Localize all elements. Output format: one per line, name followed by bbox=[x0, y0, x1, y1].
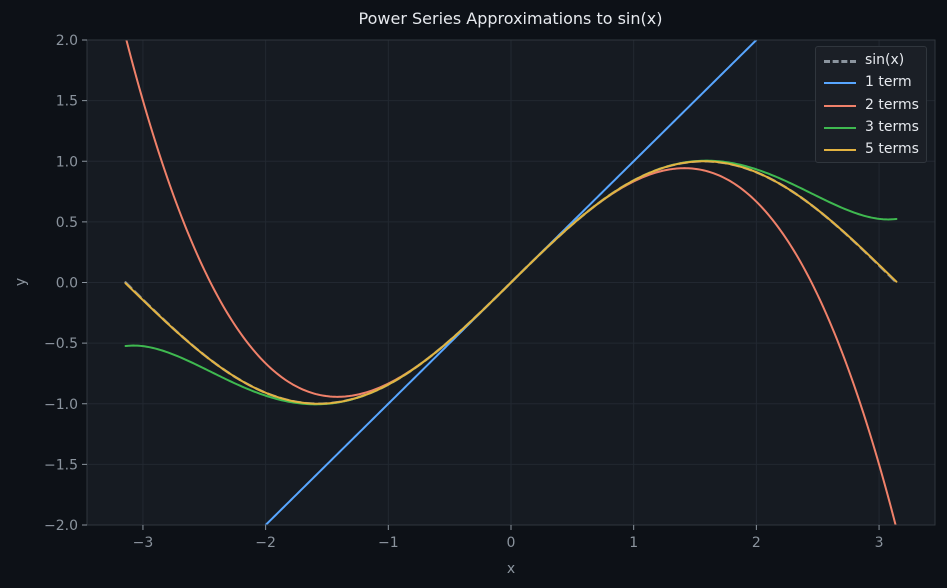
y-tick-label: 1.5 bbox=[56, 94, 78, 110]
legend-item-sin: sin(x) bbox=[816, 50, 926, 72]
line-swatch-icon bbox=[824, 82, 856, 84]
y-tick-label: 2.0 bbox=[56, 33, 78, 49]
series-line-5-terms bbox=[124, 160, 898, 405]
x-tick-label: 2 bbox=[752, 535, 761, 551]
x-tick-label: 3 bbox=[875, 535, 884, 551]
line-swatch-icon bbox=[824, 149, 856, 151]
legend-label: 2 terms bbox=[865, 97, 919, 113]
legend-label: 1 term bbox=[865, 74, 912, 90]
legend-item-3-terms: 3 terms bbox=[816, 117, 926, 139]
chart-title: Power Series Approximations to sin(x) bbox=[358, 9, 663, 28]
x-tick-label: 0 bbox=[507, 535, 516, 551]
y-tick-label: −1.0 bbox=[44, 397, 78, 413]
y-axis-label: y bbox=[13, 278, 29, 286]
line-swatch-icon bbox=[824, 105, 856, 107]
series-lines bbox=[124, 40, 898, 525]
y-tick-label: 0.5 bbox=[56, 215, 78, 231]
legend: sin(x) 1 term 2 terms 3 terms 5 terms bbox=[815, 46, 927, 163]
x-tick-label: −1 bbox=[378, 535, 399, 551]
x-axis-label: x bbox=[507, 561, 515, 577]
y-tick-label: −2.0 bbox=[44, 518, 78, 534]
axis-ticks: −3 −2 −1 0 1 2 3 −2.0 −1.5 −1.0 −0.5 0.0 0.5 1.0 1.5 2.… bbox=[44, 33, 884, 551]
line-swatch-icon bbox=[824, 127, 856, 129]
x-tick-label: 1 bbox=[629, 535, 638, 551]
x-tick-label: −2 bbox=[255, 535, 276, 551]
y-tick-label: 0.0 bbox=[56, 276, 78, 292]
legend-label: 5 terms bbox=[865, 141, 919, 157]
legend-item-2-terms: 2 terms bbox=[816, 95, 926, 117]
y-tick-label: −1.5 bbox=[44, 457, 78, 473]
x-tick-label: −3 bbox=[133, 535, 154, 551]
y-tick-label: −0.5 bbox=[44, 336, 78, 352]
legend-label: 3 terms bbox=[865, 119, 919, 135]
legend-item-1-term: 1 term bbox=[816, 72, 926, 94]
legend-item-5-terms: 5 terms bbox=[816, 139, 926, 161]
legend-label: sin(x) bbox=[865, 52, 905, 68]
dashed-line-swatch-icon bbox=[824, 60, 856, 63]
y-tick-label: 1.0 bbox=[56, 154, 78, 170]
